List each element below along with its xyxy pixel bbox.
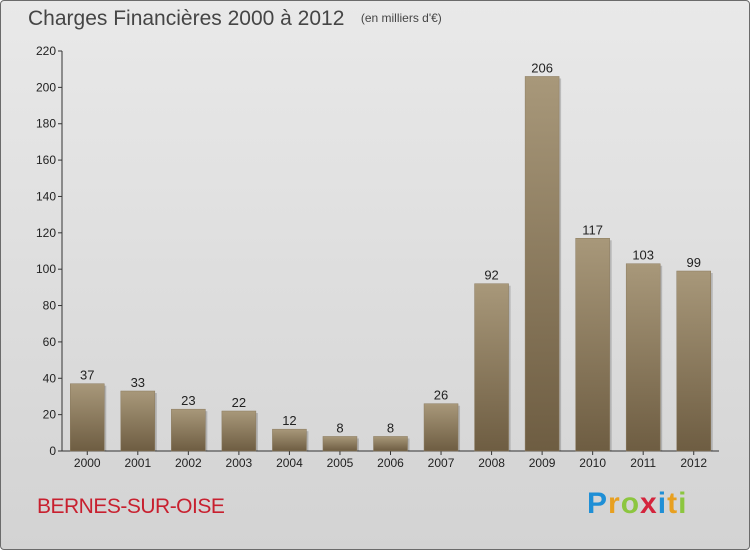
y-tick-label: 200: [36, 80, 56, 94]
data-label: 92: [484, 268, 498, 283]
data-label: 12: [282, 413, 296, 428]
bar: [625, 263, 661, 452]
x-tick-label: 2009: [529, 456, 556, 470]
data-label: 37: [80, 368, 94, 383]
logo-letter: o: [620, 487, 641, 520]
chart-title: Charges Financières 2000 à 2012: [28, 7, 345, 30]
bar: [171, 408, 206, 452]
bar: [423, 403, 459, 452]
data-label: 206: [531, 60, 553, 75]
y-tick-label: 120: [36, 226, 56, 240]
x-tick-label: 2001: [124, 456, 151, 470]
y-tick-label: 40: [43, 371, 57, 385]
y-tick-label: 220: [36, 44, 56, 58]
chart-subtitle: (en milliers d'€): [360, 11, 442, 25]
x-tick-label: 2004: [276, 456, 303, 470]
x-tick-label: 2007: [428, 456, 455, 470]
y-tick-label: 100: [36, 262, 56, 276]
bar: [474, 283, 509, 452]
logo-letter: P: [587, 487, 609, 520]
x-tick-label: 2003: [226, 456, 253, 470]
data-label: 8: [387, 420, 394, 435]
title-row: Charges Financières 2000 à 2012 (en mill…: [28, 7, 442, 31]
x-tick-label: 2006: [377, 456, 404, 470]
x-tick-label: 2010: [579, 456, 606, 470]
data-label: 8: [336, 420, 343, 435]
bar: [373, 436, 408, 452]
data-label: 99: [686, 255, 700, 270]
data-label: 26: [434, 388, 448, 403]
x-tick-label: 2002: [175, 456, 202, 470]
bar: [676, 270, 711, 452]
x-tick-label: 2000: [74, 456, 101, 470]
y-tick-label: 160: [36, 153, 56, 167]
bar: [221, 410, 257, 452]
data-label: 22: [232, 395, 246, 410]
y-tick-label: 0: [49, 444, 56, 458]
y-tick-label: 20: [43, 408, 57, 422]
proxiti-logo[interactable]: Proxiti: [587, 487, 687, 521]
logo-letter: r: [608, 487, 621, 520]
x-tick-label: 2005: [327, 456, 354, 470]
commune-name: BERNES-SUR-OISE: [37, 495, 225, 518]
bars: [70, 76, 713, 452]
bar: [120, 390, 156, 452]
y-tick-label: 60: [43, 335, 57, 349]
x-tick-label: 2008: [478, 456, 505, 470]
logo-letter: i: [657, 487, 668, 520]
data-label: 103: [632, 248, 654, 263]
bar: [272, 428, 307, 452]
bar: [524, 76, 560, 452]
data-label: 33: [131, 375, 145, 390]
y-tick-label: 180: [36, 117, 56, 131]
logo-letter: x: [640, 487, 658, 520]
bar: [322, 436, 358, 452]
y-tick-label: 80: [43, 299, 57, 313]
logo-letter: t: [667, 487, 679, 520]
labels: 2000 37 2001 33 2002 23 2003 22 2004 12 2005 8 2006 8…: [74, 60, 707, 470]
bar: [70, 383, 105, 452]
x-tick-label: 2011: [630, 456, 656, 470]
y-tick-label: 140: [36, 189, 56, 203]
data-label: 117: [582, 222, 603, 237]
logo-letter: i: [678, 487, 688, 520]
data-label: 23: [181, 393, 195, 408]
bar: [575, 238, 610, 452]
x-tick-label: 2012: [680, 456, 707, 470]
